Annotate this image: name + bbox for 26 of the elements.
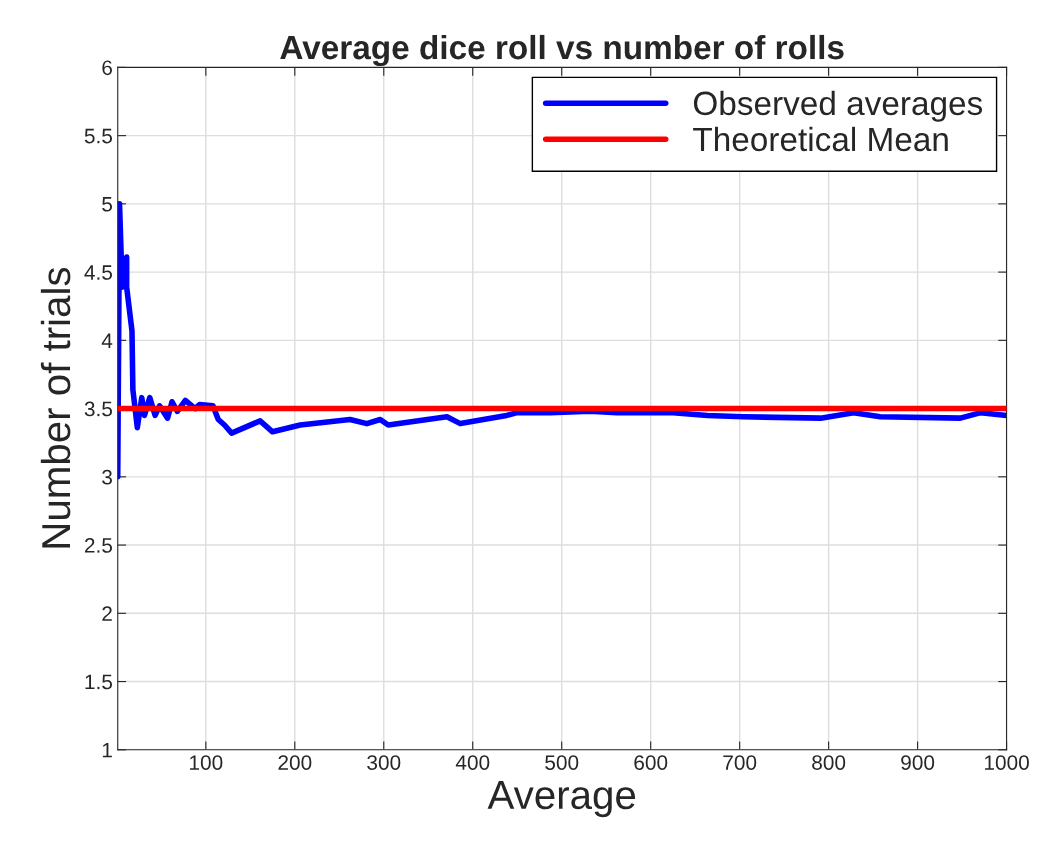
y-tick-label: 3.5 bbox=[84, 401, 113, 417]
y-tick-label: 5 bbox=[102, 197, 113, 212]
y-tick-label: 4.5 bbox=[84, 265, 113, 280]
y-tick-label: 2 bbox=[102, 606, 112, 621]
x-tick-label: 1000 bbox=[984, 755, 1029, 770]
x-tick-label: 100 bbox=[190, 755, 223, 770]
y-tick-label: 3 bbox=[102, 469, 112, 485]
y-tick-label: 5.5 bbox=[84, 128, 113, 144]
x-tick-label: 600 bbox=[634, 755, 668, 770]
x-tick-label: 800 bbox=[812, 755, 846, 770]
y-tick-label: 4 bbox=[101, 333, 113, 348]
y-tick-label: 1.5 bbox=[85, 674, 113, 690]
chart-title: Average dice roll vs number of rolls bbox=[280, 34, 844, 67]
x-tick-label: 900 bbox=[901, 755, 935, 770]
x-tick-label: 200 bbox=[278, 755, 312, 770]
y-tick-label: 6 bbox=[102, 60, 112, 76]
y-tick-label: 2.5 bbox=[84, 538, 113, 553]
x-tick-label: 500 bbox=[545, 755, 579, 770]
x-axis-title: Average bbox=[487, 781, 636, 818]
legend-label: Observed averages bbox=[693, 90, 983, 122]
y-axis-title: Number of trials bbox=[40, 267, 71, 548]
legend-label: Theoretical Mean bbox=[693, 126, 948, 152]
y-tick-label: 1 bbox=[102, 743, 112, 758]
x-tick-label: 700 bbox=[723, 755, 757, 770]
x-tick-label: 400 bbox=[455, 755, 490, 770]
x-tick-label: 300 bbox=[367, 755, 401, 770]
